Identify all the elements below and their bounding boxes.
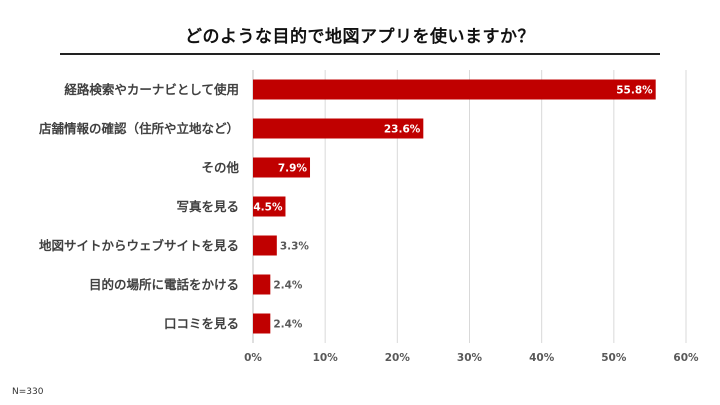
x-tick-label: 10% xyxy=(313,352,339,364)
x-tick-label: 50% xyxy=(601,352,627,364)
x-tick-label: 30% xyxy=(457,352,483,364)
data-label: 2.4% xyxy=(273,280,303,292)
data-label: 4.5% xyxy=(253,202,283,214)
x-axis-ticks: 0% 10% 20% 30% 40% 50% 60% xyxy=(244,352,699,364)
x-tick-label: 60% xyxy=(673,352,699,364)
category-label: 地図サイトからウェブサイトを見る xyxy=(39,238,239,253)
category-label: 店舗情報の確認（住所や立地など） xyxy=(39,121,239,136)
bar xyxy=(253,79,656,100)
category-label: 写真を見る xyxy=(176,199,239,214)
data-label: 23.6% xyxy=(384,124,421,136)
bar xyxy=(253,274,271,295)
sample-size-note: N=330 xyxy=(12,387,44,397)
category-label: 目的の場所に電話をかける xyxy=(89,277,239,292)
category-label: 経路検索やカーナビとして使用 xyxy=(64,82,239,97)
bar xyxy=(253,196,286,217)
x-tick-label: 0% xyxy=(244,352,262,364)
data-label: 3.3% xyxy=(280,241,310,253)
category-label: 口コミを見る xyxy=(164,316,239,331)
bar xyxy=(253,235,277,256)
bar xyxy=(253,157,311,178)
x-tick-label: 20% xyxy=(385,352,411,364)
title-divider xyxy=(60,53,660,55)
grid-lines xyxy=(252,70,687,343)
bar xyxy=(253,313,271,334)
data-label: 55.8% xyxy=(616,85,653,97)
data-label: 7.9% xyxy=(278,163,308,175)
category-label: その他 xyxy=(201,160,239,175)
bars xyxy=(253,79,656,334)
bar xyxy=(253,118,424,139)
x-tick-label: 40% xyxy=(529,352,555,364)
data-label: 2.4% xyxy=(273,319,303,331)
chart-title: どのような目的で地図アプリを使いますか？ xyxy=(185,27,535,47)
value-labels: 55.8% 23.6% 7.9% 4.5% 3.3% 2.4% 2.4% xyxy=(253,85,653,331)
